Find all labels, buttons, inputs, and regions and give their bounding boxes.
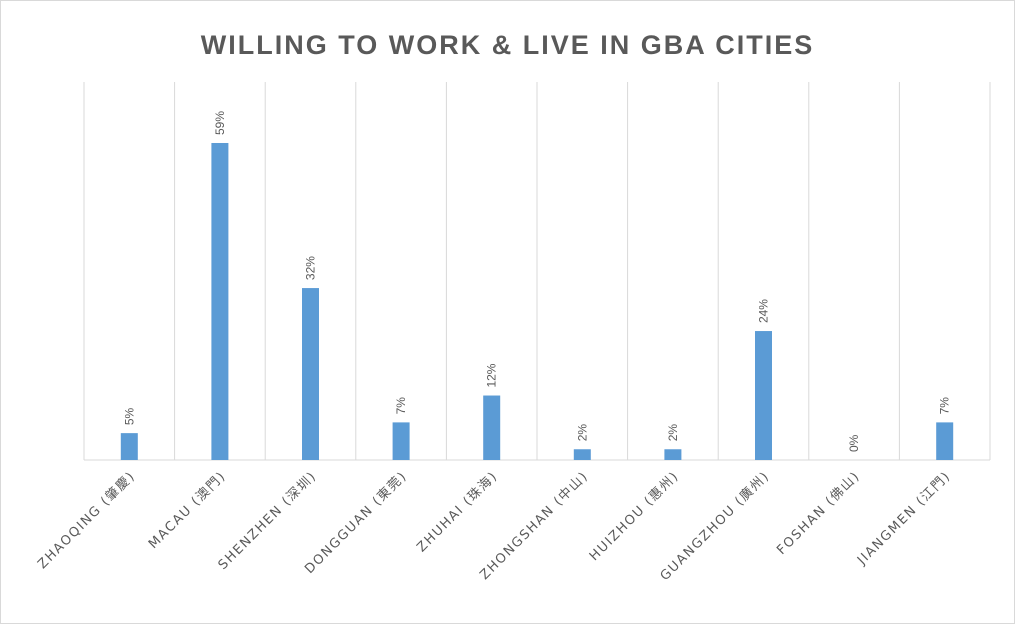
bar-4 [483,395,501,460]
x-tick-label-3: DONGGUAN (東莞) [301,468,410,577]
x-tick-label-6: HUIZHOU (惠州) [587,469,682,564]
bar-9 [936,422,954,460]
data-label-8: 0% [847,434,861,452]
x-tick-label-9: JIANGMEN (江門) [854,469,954,569]
x-tick-label-4: ZHUHAI (珠海) [414,469,501,556]
bar-5 [573,449,591,460]
bars [120,142,954,461]
x-tick-label-2: SHENZHEN (深圳) [216,469,320,573]
data-labels: 5% 59% 32% 7% 12% 2% 2% 24% 0% 7% [122,111,951,452]
data-label-4: 12% [485,363,499,387]
x-tick-label-1: MACAU (澳門) [145,468,229,552]
bar-1 [211,142,229,461]
bar-2 [302,288,319,460]
data-label-3: 7% [394,397,408,415]
x-tick-label-0: ZHAOQING (肇慶) [35,469,138,572]
chart-title: WILLING TO WORK & LIVE IN GBA CITIES [200,30,815,60]
data-label-7: 24% [757,299,771,323]
grid-lines [83,82,991,460]
data-label-2: 32% [304,256,318,280]
x-tick-label-8: FOSHAN (佛山) [774,469,863,558]
data-label-9: 7% [938,397,952,415]
data-label-1: 59% [213,111,227,135]
data-label-6: 2% [666,424,680,442]
bar-0 [120,433,138,460]
data-label-0: 5% [122,407,136,425]
data-label-5: 2% [575,424,589,442]
bar-3 [392,422,410,460]
bar-7 [755,331,772,460]
x-tick-labels: ZHAOQING (肇慶) MACAU (澳門)SHENZHEN (深圳)DONG… [35,468,954,584]
bar-6 [664,449,682,460]
